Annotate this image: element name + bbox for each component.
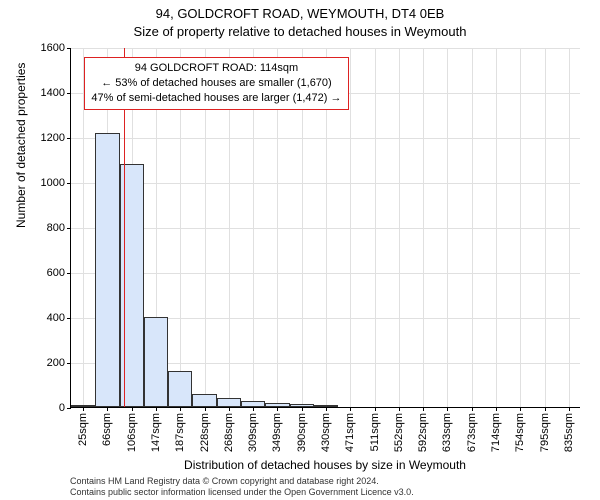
y-tick: 400 <box>47 312 65 324</box>
x-tick: 187sqm <box>174 413 186 452</box>
histogram-bar <box>241 401 265 407</box>
x-tick: 835sqm <box>563 413 575 452</box>
x-tick-mark <box>423 407 424 411</box>
histogram-bar <box>95 133 119 408</box>
x-tick: 66sqm <box>101 413 113 446</box>
grid-line-v <box>520 48 521 407</box>
chart-container: 94, GOLDCROFT ROAD, WEYMOUTH, DT4 0EB Si… <box>0 0 600 500</box>
annotation-line-1: 94 GOLDCROFT ROAD: 114sqm <box>91 61 341 76</box>
x-tick: 390sqm <box>296 413 308 452</box>
x-tick-mark <box>205 407 206 411</box>
y-tick: 600 <box>47 267 65 279</box>
x-tick-mark <box>496 407 497 411</box>
x-tick-mark <box>83 407 84 411</box>
x-tick: 795sqm <box>539 413 551 452</box>
x-tick: 147sqm <box>150 413 162 452</box>
x-tick: 309sqm <box>247 413 259 452</box>
x-tick: 430sqm <box>320 413 332 452</box>
grid-line-v <box>472 48 473 407</box>
grid-line-v <box>350 48 351 407</box>
grid-line-v <box>423 48 424 407</box>
histogram-bar <box>290 404 314 407</box>
histogram-bar <box>168 371 192 407</box>
x-tick-mark <box>545 407 546 411</box>
histogram-bar <box>265 403 289 407</box>
credits: Contains HM Land Registry data © Crown c… <box>70 476 414 498</box>
x-tick: 228sqm <box>199 413 211 452</box>
x-tick: 714sqm <box>490 413 502 452</box>
x-tick: 25sqm <box>77 413 89 446</box>
histogram-bar <box>71 405 95 407</box>
histogram-bar <box>144 317 168 407</box>
grid-line-v <box>569 48 570 407</box>
histogram-bar <box>314 405 338 407</box>
grid-line-v <box>399 48 400 407</box>
chart-subtitle: Size of property relative to detached ho… <box>0 24 600 39</box>
x-tick-mark <box>180 407 181 411</box>
annotation-box: 94 GOLDCROFT ROAD: 114sqm ← 53% of detac… <box>84 57 348 110</box>
x-tick-mark <box>472 407 473 411</box>
x-tick: 106sqm <box>126 413 138 452</box>
y-tick: 1400 <box>41 87 65 99</box>
y-tick: 800 <box>47 222 65 234</box>
x-tick-mark <box>302 407 303 411</box>
x-tick-mark <box>107 407 108 411</box>
x-tick: 349sqm <box>271 413 283 452</box>
x-tick: 633sqm <box>441 413 453 452</box>
x-tick-mark <box>399 407 400 411</box>
grid-line-v <box>496 48 497 407</box>
x-tick-mark <box>229 407 230 411</box>
x-tick: 754sqm <box>514 413 526 452</box>
x-tick: 471sqm <box>344 413 356 452</box>
x-axis-label: Distribution of detached houses by size … <box>70 458 580 472</box>
x-tick-mark <box>375 407 376 411</box>
annotation-line-3: 47% of semi-detached houses are larger (… <box>91 91 341 106</box>
y-tick: 0 <box>59 402 65 414</box>
credits-line-1: Contains HM Land Registry data © Crown c… <box>70 476 414 487</box>
chart-title: 94, GOLDCROFT ROAD, WEYMOUTH, DT4 0EB <box>0 6 600 21</box>
grid-line-v <box>375 48 376 407</box>
x-tick: 673sqm <box>466 413 478 452</box>
x-tick: 511sqm <box>369 413 381 451</box>
grid-line-v <box>545 48 546 407</box>
x-tick-mark <box>350 407 351 411</box>
x-tick-mark <box>132 407 133 411</box>
y-tick: 1200 <box>41 132 65 144</box>
plot-area: 0200400600800100012001400160025sqm66sqm1… <box>70 48 580 408</box>
x-tick: 268sqm <box>223 413 235 452</box>
annotation-line-2: ← 53% of detached houses are smaller (1,… <box>91 76 341 91</box>
x-tick-mark <box>569 407 570 411</box>
credits-line-2: Contains public sector information licen… <box>70 487 414 498</box>
x-tick-mark <box>520 407 521 411</box>
y-tick: 1000 <box>41 177 65 189</box>
histogram-bar <box>192 394 216 408</box>
histogram-bar <box>120 164 144 407</box>
x-tick: 592sqm <box>417 413 429 452</box>
y-axis-label: Number of detached properties <box>14 63 28 228</box>
histogram-bar <box>217 398 241 407</box>
x-tick-mark <box>277 407 278 411</box>
x-tick-mark <box>447 407 448 411</box>
x-tick: 552sqm <box>393 413 405 452</box>
grid-line-v <box>447 48 448 407</box>
x-tick-mark <box>326 407 327 411</box>
y-tick: 200 <box>47 357 65 369</box>
x-tick-mark <box>156 407 157 411</box>
y-tick: 1600 <box>41 42 65 54</box>
x-tick-mark <box>253 407 254 411</box>
